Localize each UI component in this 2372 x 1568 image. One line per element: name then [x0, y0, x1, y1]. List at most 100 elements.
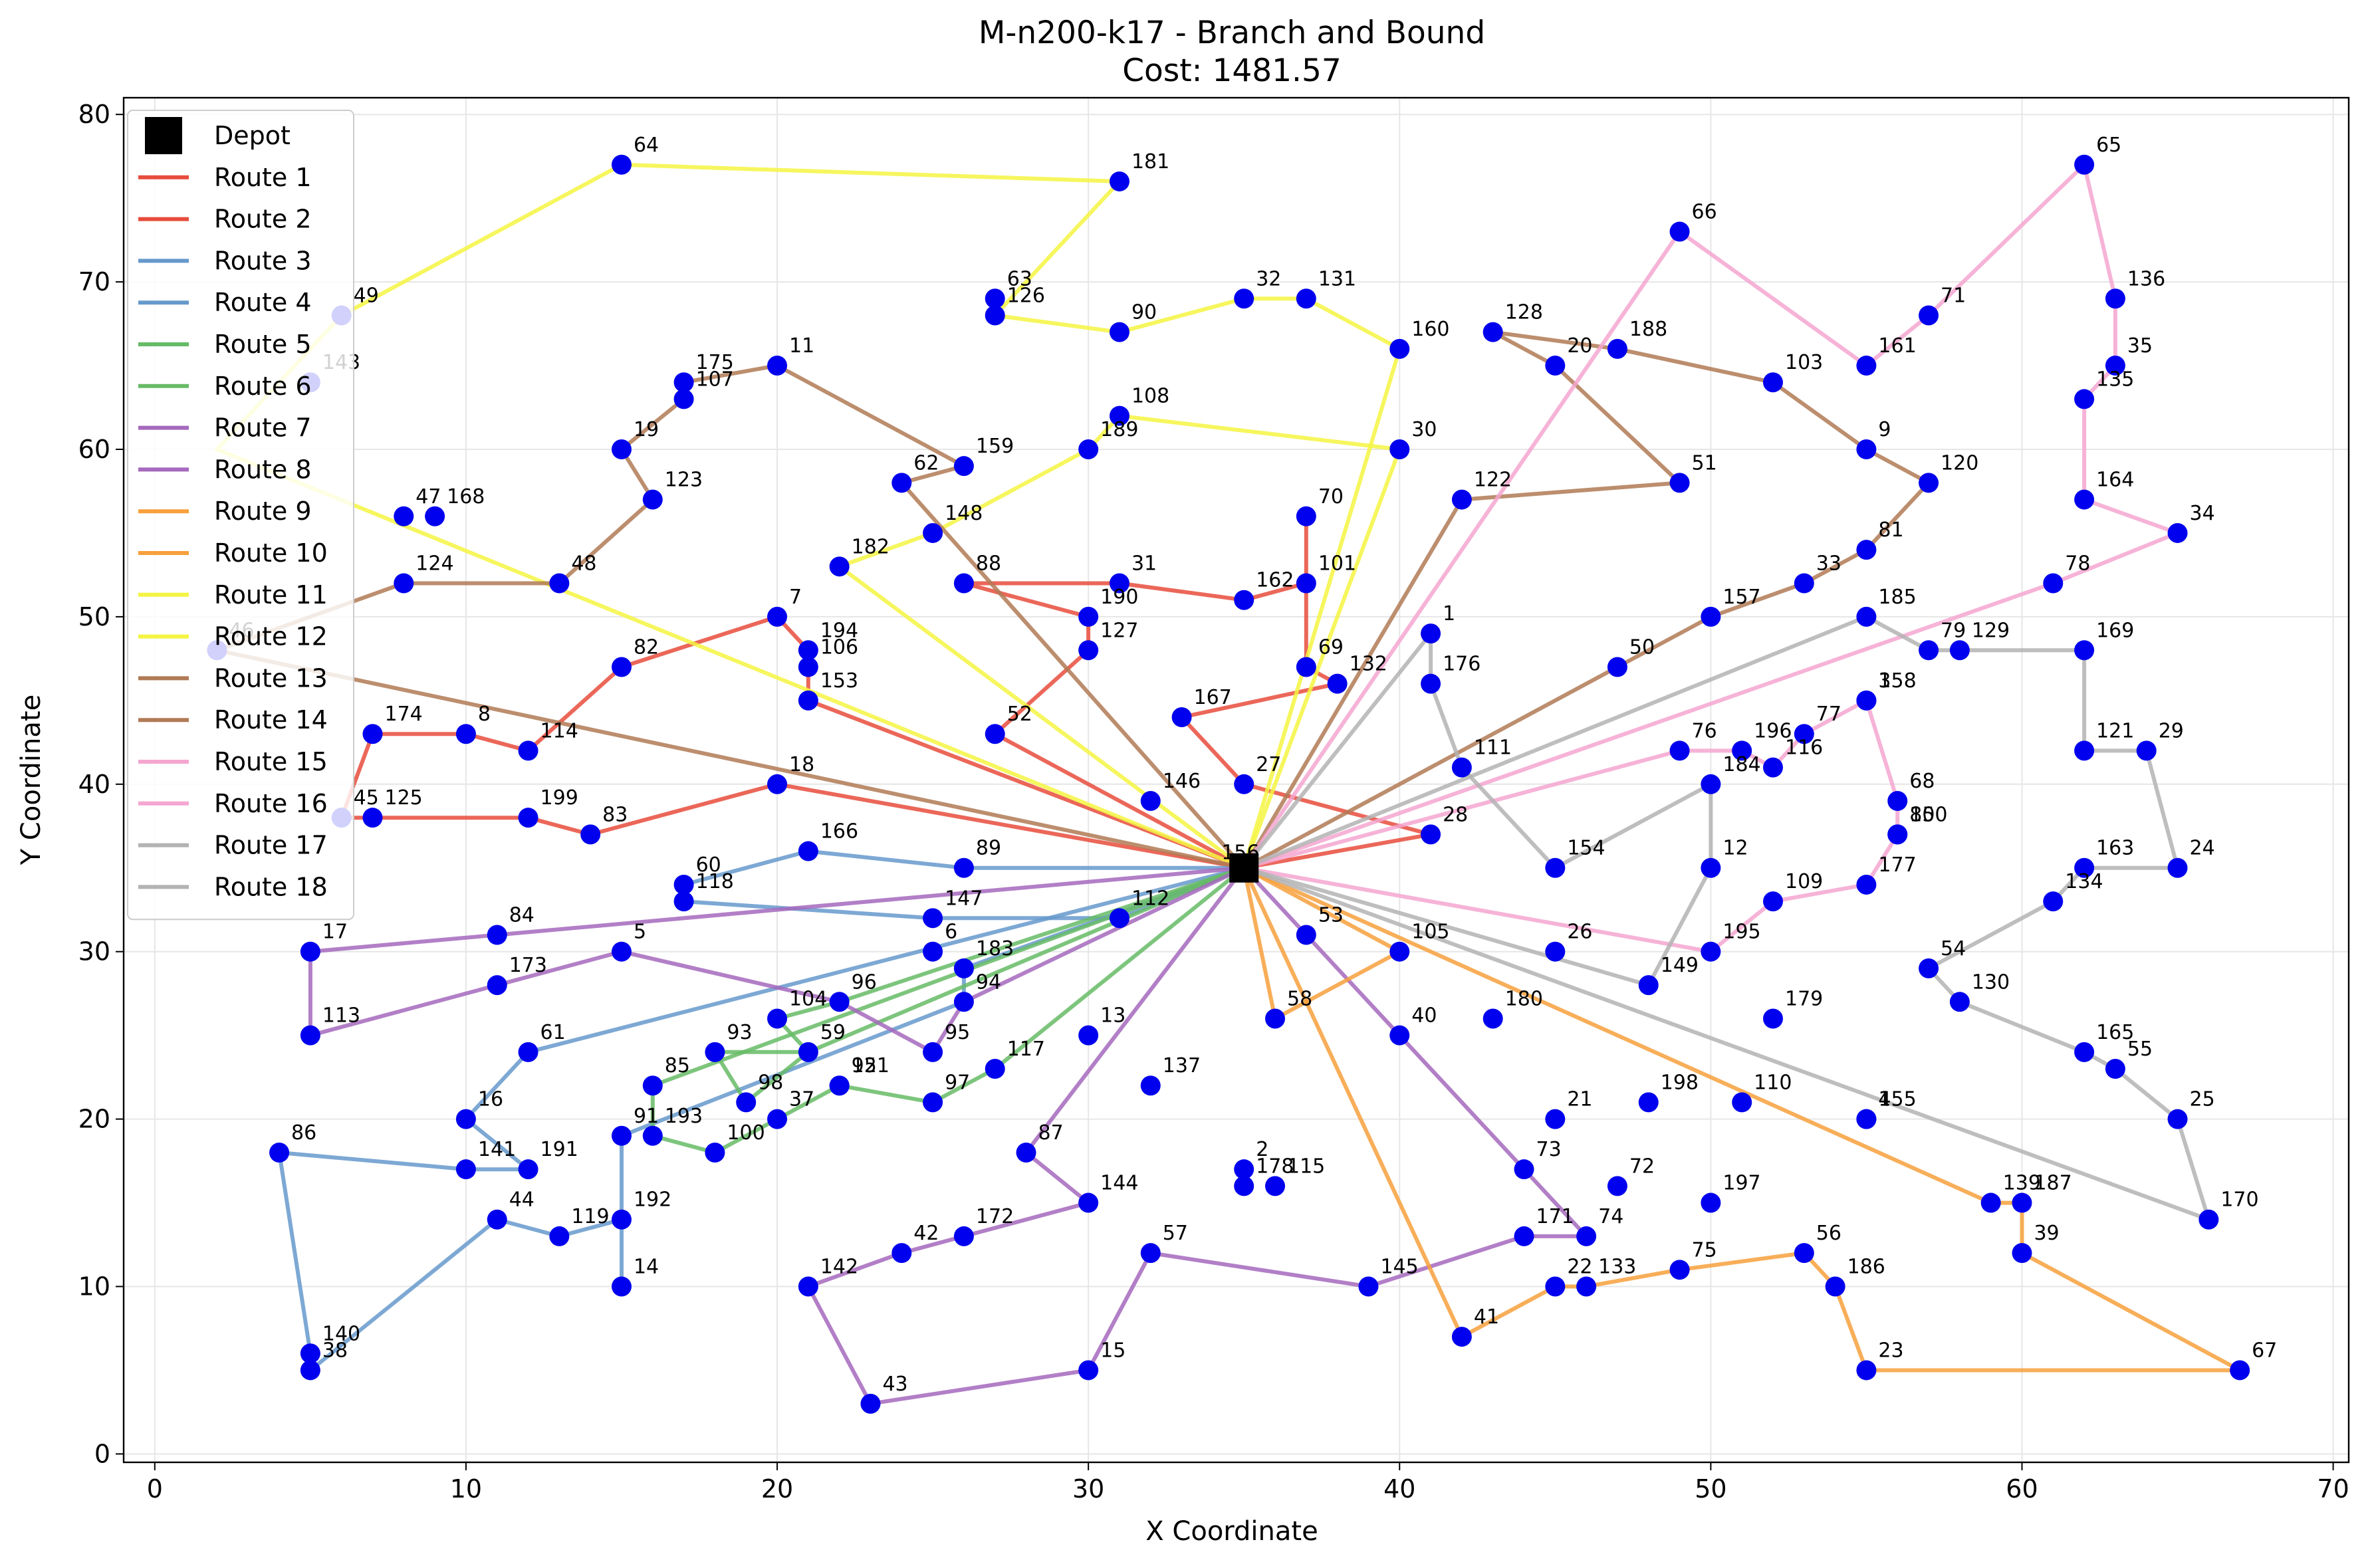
customer-node-label: 96	[852, 970, 877, 994]
customer-node	[518, 808, 538, 828]
legend-label-route-11: Route 11	[214, 580, 328, 610]
customer-node-label: 177	[1878, 853, 1916, 877]
customer-node	[1265, 1176, 1286, 1196]
y-axis-label: Y Coordinate	[16, 695, 47, 865]
customer-node-label: 131	[1318, 267, 1356, 290]
y-tick-label: 70	[78, 267, 110, 296]
y-tick-label: 0	[94, 1439, 110, 1468]
customer-node-label: 118	[696, 870, 734, 893]
customer-node-label: 104	[789, 987, 827, 1010]
customer-node	[798, 640, 818, 661]
customer-node	[1856, 540, 1877, 560]
customer-node-label: 192	[634, 1188, 671, 1212]
customer-node	[1451, 1327, 1472, 1347]
customer-node-label: 85	[665, 1054, 690, 1077]
customer-node-label: 87	[1038, 1121, 1064, 1145]
customer-node	[1389, 941, 1410, 962]
customer-node-label: 158	[1878, 669, 1916, 693]
customer-node	[1732, 740, 1752, 761]
customer-node-label: 23	[1878, 1339, 1903, 1362]
customer-node-label: 172	[976, 1205, 1014, 1228]
customer-node-label: 39	[2034, 1222, 2059, 1245]
customer-node	[394, 506, 414, 526]
x-tick-label: 0	[147, 1474, 163, 1504]
customer-node-label: 72	[1629, 1155, 1655, 1178]
customer-node	[1016, 1142, 1036, 1163]
customer-node	[923, 941, 943, 962]
customer-node-label: 29	[2159, 719, 2184, 742]
customer-node-label: 5	[634, 921, 646, 944]
legend-label-route-16: Route 16	[214, 789, 328, 818]
customer-node-label: 146	[1163, 770, 1201, 793]
customer-node	[300, 1360, 320, 1381]
customer-node-label: 44	[509, 1188, 534, 1212]
customer-node	[2012, 1192, 2032, 1213]
customer-node-label: 198	[1661, 1071, 1699, 1094]
customer-node-label: 188	[1629, 318, 1667, 341]
legend-depot-swatch	[145, 117, 182, 154]
customer-node	[953, 1226, 974, 1246]
customer-node-label: 157	[1722, 586, 1760, 609]
customer-node	[1234, 1176, 1254, 1196]
customer-node-label: 136	[2127, 267, 2165, 290]
customer-node	[1701, 606, 1721, 627]
customer-node	[1576, 1276, 1597, 1297]
customer-node-label: 175	[696, 351, 734, 374]
customer-node-label: 25	[2190, 1088, 2215, 1111]
customer-node-label: 52	[1007, 703, 1032, 726]
customer-node	[767, 774, 788, 794]
legend-label-route-3: Route 3	[214, 246, 312, 275]
customer-node	[642, 489, 663, 510]
customer-node-label: 140	[322, 1322, 360, 1345]
customer-node	[1607, 1176, 1627, 1196]
legend-label-route-5: Route 5	[214, 330, 312, 359]
customer-node	[2105, 1059, 2125, 1079]
route-line-13	[215, 364, 1246, 870]
customer-node	[611, 154, 632, 175]
customer-node-label: 107	[696, 368, 734, 391]
customer-node-label: 109	[1785, 870, 1823, 893]
customer-node-label: 184	[1722, 753, 1760, 776]
customer-node-label: 151	[852, 1054, 890, 1077]
route-line-10	[1242, 866, 1402, 1021]
customer-node-label: 76	[1692, 719, 1717, 742]
customer-node-label: 6	[945, 921, 957, 944]
customer-node	[829, 1075, 850, 1096]
customer-node	[1607, 657, 1627, 677]
customer-node-label: 186	[1847, 1256, 1885, 1279]
legend-label-route-4: Route 4	[214, 288, 312, 317]
customer-node	[1078, 1192, 1099, 1213]
customer-node	[518, 1159, 538, 1180]
customer-node	[2043, 573, 2064, 594]
customer-node-label: 176	[1443, 653, 1481, 676]
customer-node-label: 53	[1318, 904, 1344, 927]
customer-node-label: 27	[1256, 753, 1281, 776]
customer-node	[300, 941, 320, 962]
customer-node	[953, 573, 974, 594]
customer-node-label: 153	[820, 669, 858, 693]
customer-node	[580, 824, 601, 845]
customer-node	[642, 1075, 663, 1096]
customer-node-label: 3	[1878, 669, 1891, 693]
customer-node	[549, 1226, 570, 1246]
customer-node	[1078, 606, 1099, 627]
customer-node	[1545, 857, 1566, 878]
customer-node-label: 74	[1598, 1205, 1623, 1228]
customer-node-label: 78	[2065, 552, 2090, 576]
customer-node	[985, 724, 1005, 744]
customer-node	[1669, 221, 1690, 242]
customer-node	[2105, 356, 2125, 376]
customer-node-label: 88	[976, 552, 1001, 576]
customer-node-label: 129	[1972, 619, 2010, 642]
customer-node-label: 144	[1100, 1172, 1138, 1195]
customer-node-label: 191	[540, 1138, 578, 1161]
customer-node	[1140, 1075, 1161, 1096]
route-line-16	[1243, 698, 1900, 954]
customer-node-label: 16	[478, 1088, 503, 1111]
customer-node-label: 124	[415, 552, 453, 576]
customer-node-label: 14	[634, 1256, 659, 1279]
customer-node-label: 57	[1163, 1222, 1188, 1245]
customer-node	[300, 1343, 320, 1364]
y-tick-label: 30	[78, 937, 110, 966]
customer-node	[362, 808, 383, 828]
